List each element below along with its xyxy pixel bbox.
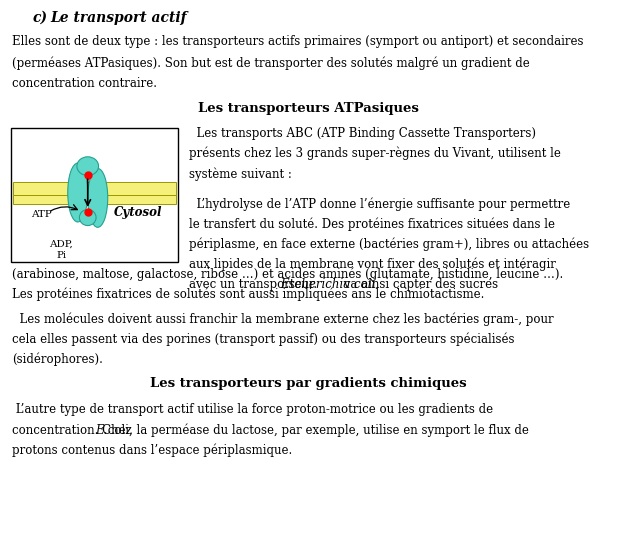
Text: système suivant :: système suivant :	[189, 167, 292, 181]
Text: (perméases ATPasiques). Son but est de transporter des solutés malgré un gradien: (perméases ATPasiques). Son but est de t…	[12, 56, 530, 70]
Text: avec un transporteur.: avec un transporteur.	[189, 278, 321, 291]
Ellipse shape	[77, 157, 99, 175]
Text: E.: E.	[95, 424, 107, 437]
Ellipse shape	[88, 169, 108, 227]
Text: Les transporteurs par gradients chimiques: Les transporteurs par gradients chimique…	[150, 377, 467, 390]
Text: présents chez les 3 grands super-règnes du Vivant, utilisent le: présents chez les 3 grands super-règnes …	[189, 147, 561, 161]
Text: ATP: ATP	[31, 210, 52, 218]
Text: c): c)	[32, 11, 48, 25]
Bar	[11, 128, 178, 262]
Ellipse shape	[68, 163, 88, 222]
Text: périplasme, en face externe (bactéries gram+), libres ou attachées: périplasme, en face externe (bactéries g…	[189, 238, 589, 251]
Text: (sidérophores).: (sidérophores).	[12, 353, 103, 366]
Text: Pi: Pi	[56, 251, 66, 260]
Text: L’autre type de transport actif utilise la force proton-motrice ou les gradients: L’autre type de transport actif utilise …	[12, 403, 494, 417]
Text: coli, la perméase du lactose, par exemple, utilise en symport le flux de: coli, la perméase du lactose, par exempl…	[104, 424, 529, 437]
Text: L’hydrolyse de l’ATP donne l’énergie suffisante pour permettre: L’hydrolyse de l’ATP donne l’énergie suf…	[189, 198, 570, 211]
Bar	[13, 195, 176, 204]
Text: concentration. Chez: concentration. Chez	[12, 424, 136, 437]
Text: concentration contraire.: concentration contraire.	[12, 77, 157, 90]
Text: Les transports ABC (ATP Binding Cassette Transporters): Les transports ABC (ATP Binding Cassette…	[189, 127, 536, 140]
Text: Cytosol: Cytosol	[114, 206, 163, 219]
Text: cela elles passent via des porines (transport passif) ou des transporteurs spéci: cela elles passent via des porines (tran…	[12, 333, 515, 346]
Text: Les molécules doivent aussi franchir la membrane externe chez les bactéries gram: Les molécules doivent aussi franchir la …	[12, 312, 554, 326]
Text: va ainsi capter des sucres: va ainsi capter des sucres	[340, 278, 498, 291]
Ellipse shape	[80, 210, 96, 225]
Text: (arabinose, maltose, galactose, ribose …) et acides aminés (glutamate, histidine: (arabinose, maltose, galactose, ribose ……	[12, 268, 563, 281]
Text: Le transport actif: Le transport actif	[51, 11, 187, 25]
Text: Elles sont de deux type : les transporteurs actifs primaires (symport ou antipor: Elles sont de deux type : les transporte…	[12, 35, 584, 49]
Text: ADP,: ADP,	[49, 239, 73, 248]
Bar	[13, 182, 176, 195]
Text: Les protéines fixatrices de solutés sont aussi impliquées ans le chimiotactisme.: Les protéines fixatrices de solutés sont…	[12, 288, 485, 301]
Text: le transfert du soluté. Des protéines fixatrices situées dans le: le transfert du soluté. Des protéines fi…	[189, 218, 555, 231]
Text: Escherichia coli: Escherichia coli	[280, 278, 375, 291]
Text: aux lipides de la membrane vont fixer des solutés et intéragir: aux lipides de la membrane vont fixer de…	[189, 258, 556, 271]
Text: protons contenus dans l’espace périplasmique.: protons contenus dans l’espace périplasm…	[12, 444, 292, 458]
Text: Les transporteurs ATPasiques: Les transporteurs ATPasiques	[198, 102, 419, 115]
